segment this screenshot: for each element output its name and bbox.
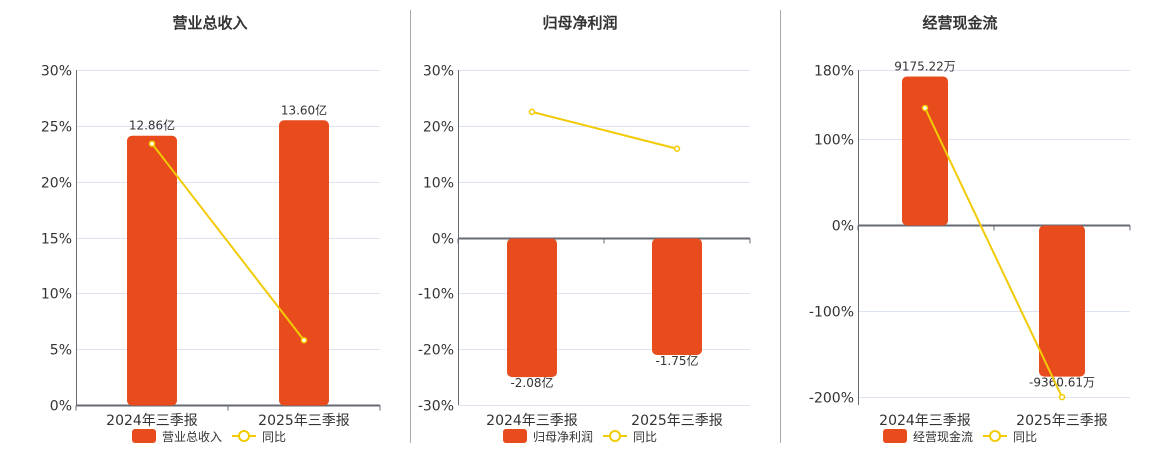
bar [127,135,177,406]
legend-bar-label: 营业总收入 [162,430,222,444]
bar-data-label: 9175.22万 [894,59,956,73]
legend-line-label: 同比 [262,430,286,444]
x-tick-label: 2025年三季报 [258,413,350,429]
y-tick-label: 10% [41,287,72,303]
y-tick-label: -200% [809,391,854,407]
x-tick-label: 2025年三季报 [631,413,723,429]
y-tick-label: -10% [418,287,454,303]
y-tick-label: 20% [423,120,454,136]
x-tick-label: 2024年三季报 [879,413,971,429]
chart-title: 营业总收入 [172,14,247,32]
x-tick-label: 2024年三季报 [106,413,198,429]
legend-bar-label: 归母净利润 [533,430,593,444]
legend-line-marker [609,430,621,442]
chart-title: 经营现金流 [922,14,997,32]
y-tick-label: 30% [423,64,454,80]
y-tick-label: 15% [41,232,72,248]
legend: 营业总收入 同比 [132,429,286,444]
bar-data-label: -1.75亿 [655,353,698,368]
y-tick-label: 0% [432,232,454,248]
legend-line-label: 同比 [633,430,657,444]
legend: 经营现金流 同比 [883,429,1037,444]
y-tick-label: 100% [814,133,854,149]
y-tick-label: 5% [50,343,72,359]
bar-data-label: -2.08亿 [510,375,553,390]
yoy-point [528,108,536,116]
bar [902,76,948,226]
y-tick-label: 10% [423,176,454,192]
chart-title: 归母净利润 [542,14,617,32]
bar [279,120,329,406]
y-tick-label: 0% [50,399,72,415]
y-tick-label: 0% [832,219,854,235]
bar-data-label: -9360.61万 [1029,376,1095,390]
bar-data-label: 12.86亿 [129,118,175,133]
chart-panel-3: 经营现金流 -200% -100% 0% 100% 180% 9175.22万 -9360.6… [809,14,1131,444]
y-tick-label: -30% [418,399,454,415]
yoy-point [921,104,929,112]
legend-line-label: 同比 [1013,430,1037,444]
yoy-line [531,110,678,150]
legend-bar-swatch [132,429,156,443]
yoy-point [148,140,156,147]
y-tick-label: 30% [41,64,72,80]
yoy-point [300,336,308,344]
chart-panel-1: 营业总收入 0% 5% 10% 15% 20% 25% 30% 12.86亿 13.60亿 2024… [41,14,381,444]
bar [1039,225,1085,377]
yoy-line [924,107,1063,398]
x-tick-label: 2024年三季报 [486,413,578,429]
legend-bar-swatch [503,429,527,443]
legend-line-marker [989,430,1001,442]
chart-panel-2: 归母净利润 -30% -20% -10% 0% 10% 20% 30% -2.08亿 -1.75亿… [418,14,751,444]
x-tick-label: 2025年三季报 [1016,413,1108,429]
bar [507,238,557,378]
legend-bar-swatch [883,429,907,443]
y-tick-label: -100% [809,305,854,321]
y-tick-label: -20% [418,343,454,359]
y-tick-label: 20% [41,176,72,192]
y-tick-label: 25% [41,120,72,136]
yoy-point [1058,393,1066,401]
yoy-point [673,145,681,152]
yoy-line [151,143,305,341]
bar-data-label: 13.60亿 [281,102,327,117]
bar [652,238,702,355]
legend-line-marker [238,430,250,442]
legend-bar-label: 经营现金流 [913,429,973,444]
y-tick-label: 180% [814,64,854,80]
legend: 归母净利润 同比 [503,429,657,444]
